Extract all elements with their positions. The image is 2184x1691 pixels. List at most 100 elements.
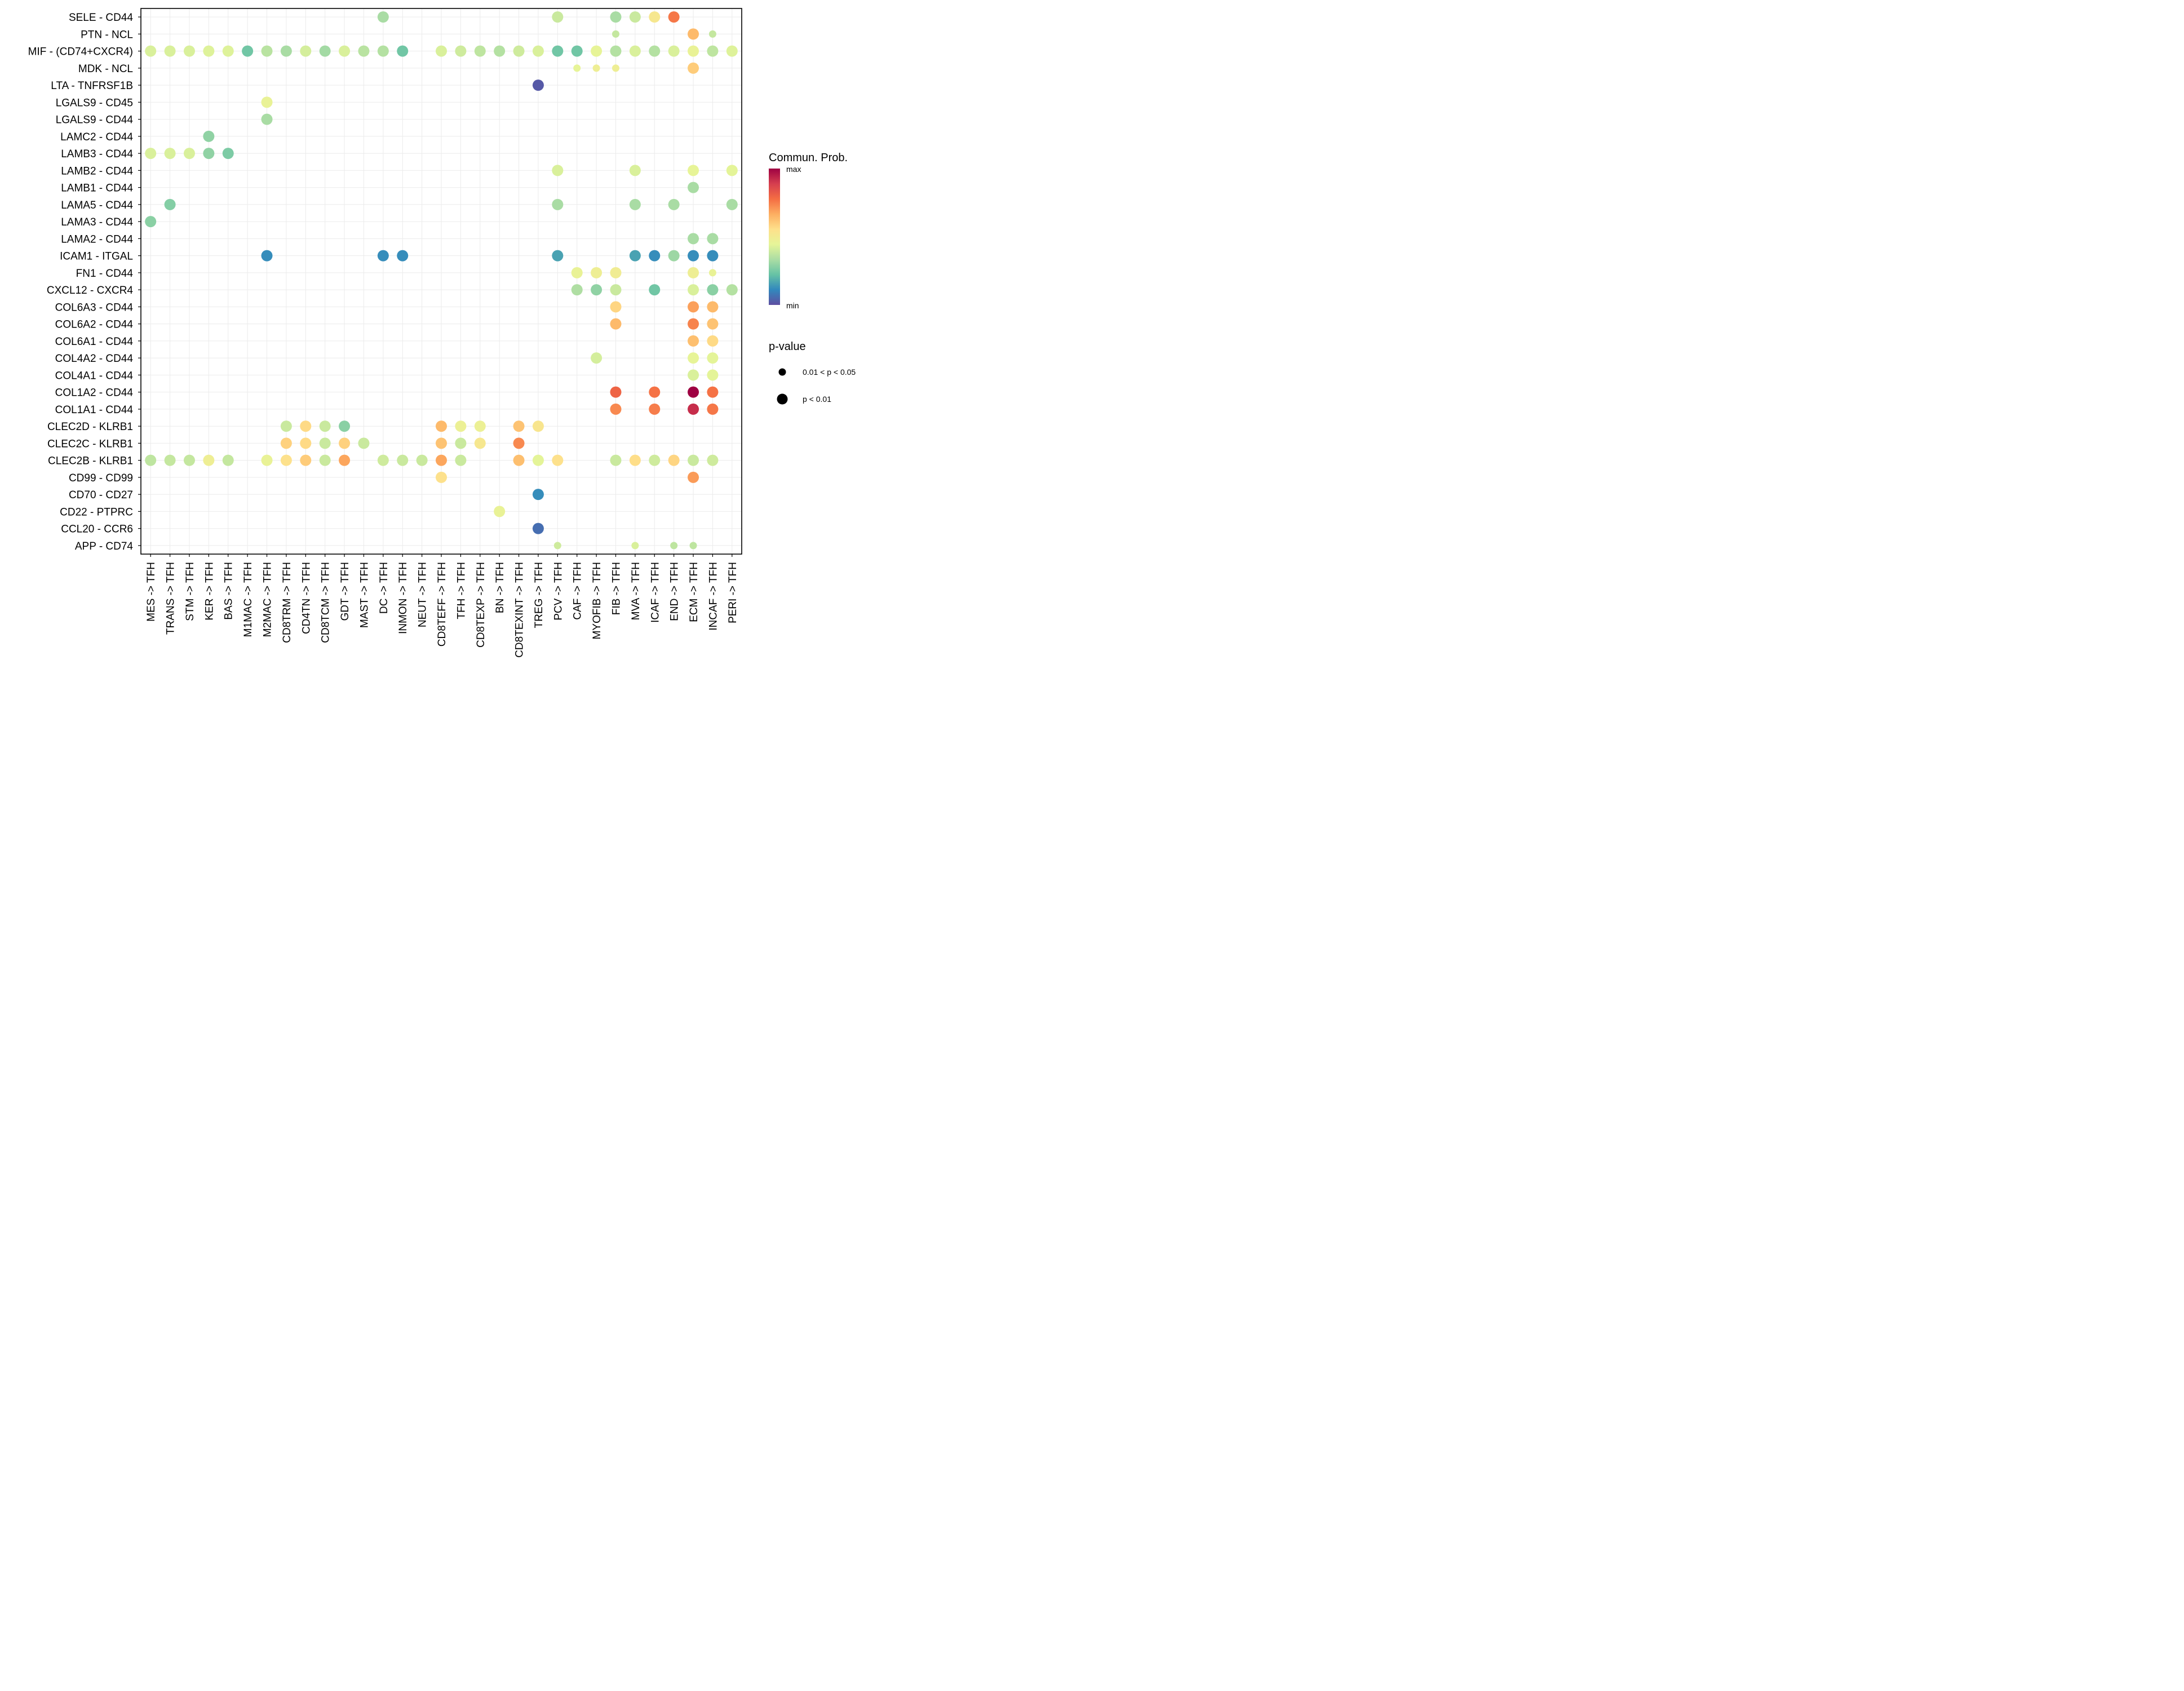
data-point — [707, 335, 719, 347]
data-point — [591, 267, 603, 278]
data-point — [532, 79, 544, 91]
x-tick-label: MVA -> TFH — [630, 562, 642, 620]
data-point — [455, 437, 467, 449]
x-tick-label: END -> TFH — [669, 562, 681, 621]
data-point — [145, 148, 157, 160]
data-point — [552, 250, 564, 262]
data-point — [591, 45, 603, 57]
data-point — [552, 165, 564, 176]
data-point — [649, 386, 661, 398]
data-point — [203, 130, 215, 142]
data-point — [649, 11, 661, 23]
y-tick-label: CXCL12 - CXCR4 — [47, 285, 134, 296]
data-point — [416, 454, 428, 466]
data-point — [474, 420, 486, 432]
x-tick-label: CD4TN -> TFH — [300, 562, 312, 634]
colorbar — [769, 169, 780, 305]
x-tick-label: DC -> TFH — [378, 562, 390, 614]
data-point — [319, 420, 331, 432]
data-point — [280, 437, 292, 449]
data-point — [552, 45, 564, 57]
data-point — [688, 267, 699, 278]
data-point — [688, 182, 699, 193]
data-point — [688, 369, 699, 381]
x-tick-label: CD8TEFF -> TFH — [436, 562, 448, 647]
data-point — [629, 250, 641, 262]
data-point — [668, 45, 680, 57]
data-point — [300, 45, 312, 57]
data-point — [688, 335, 699, 347]
data-points — [145, 11, 738, 550]
x-tick-label: CD8TEXINT -> TFH — [514, 562, 526, 658]
data-point — [629, 11, 641, 23]
data-point — [668, 250, 680, 262]
x-tick-label: KER -> TFH — [203, 562, 215, 621]
data-point — [377, 250, 389, 262]
y-tick-label: PTN - NCL — [81, 29, 133, 41]
data-point — [688, 352, 699, 364]
y-tick-label: LTA - TNFRSF1B — [51, 80, 133, 92]
data-point — [261, 113, 273, 125]
x-tick-label: MAST -> TFH — [358, 562, 370, 628]
y-tick-label: COL6A3 - CD44 — [55, 302, 134, 313]
y-tick-label: LAMC2 - CD44 — [60, 131, 133, 143]
color-legend-title: Commun. Prob. — [769, 152, 848, 164]
x-tick-label: M2MAC -> TFH — [262, 562, 274, 637]
x-tick-label: MES -> TFH — [145, 562, 157, 622]
y-tick-label: COL1A2 - CD44 — [55, 387, 134, 399]
data-point — [688, 318, 699, 330]
data-point — [339, 45, 351, 57]
y-tick-label: LAMA5 - CD44 — [61, 200, 133, 211]
data-point — [513, 437, 525, 449]
data-point — [688, 233, 699, 245]
y-tick-label: COL4A1 - CD44 — [55, 370, 134, 382]
data-point — [300, 437, 312, 449]
data-point — [261, 96, 273, 108]
y-tick-label: CD70 - CD27 — [69, 489, 133, 501]
data-point — [610, 403, 622, 415]
data-point — [494, 45, 506, 57]
data-point — [610, 267, 622, 278]
data-point — [222, 45, 234, 57]
data-point — [164, 198, 176, 210]
y-tick-label: MIF - (CD74+CXCR4) — [28, 46, 133, 58]
x-tick-label: CAF -> TFH — [572, 562, 584, 620]
data-point — [339, 420, 351, 432]
data-point — [377, 454, 389, 466]
data-point — [707, 233, 719, 245]
data-point — [280, 454, 292, 466]
data-point — [532, 420, 544, 432]
data-point — [436, 420, 447, 432]
data-point — [688, 250, 699, 262]
x-tick-label: TFH -> TFH — [455, 562, 467, 619]
data-point — [474, 437, 486, 449]
x-tick-label: STM -> TFH — [184, 562, 196, 621]
dot-plot-chart: SELE - CD44 PTN - NCL MIF - (CD74+CXCR4) MD… — [28, 8, 856, 658]
data-point — [183, 45, 195, 57]
data-point — [494, 506, 506, 517]
y-tick-label: FN1 - CD44 — [76, 268, 134, 280]
size-legend-label-small: 0.01 < p < 0.05 — [803, 368, 856, 377]
data-point — [203, 148, 215, 160]
x-tick-label: FIB -> TFH — [610, 562, 622, 615]
data-point — [688, 471, 699, 483]
data-point — [145, 216, 157, 228]
x-tick-label: ECM -> TFH — [688, 562, 700, 622]
data-point — [455, 454, 467, 466]
x-tick-label: GDT -> TFH — [339, 562, 351, 621]
data-point — [164, 454, 176, 466]
data-point — [261, 45, 273, 57]
x-tick-label: CD8TCM -> TFH — [320, 562, 332, 643]
y-tick-label: LAMB1 - CD44 — [61, 183, 133, 194]
data-point — [455, 45, 467, 57]
data-point — [688, 28, 699, 40]
data-point — [649, 454, 661, 466]
data-point — [649, 284, 661, 296]
data-point — [612, 30, 619, 38]
x-tick-label: BAS -> TFH — [223, 562, 235, 620]
data-point — [591, 352, 603, 364]
data-point — [610, 454, 622, 466]
y-tick-label: LAMB3 - CD44 — [61, 148, 133, 160]
colorbar-min-label: min — [786, 301, 799, 310]
data-point — [688, 62, 699, 74]
